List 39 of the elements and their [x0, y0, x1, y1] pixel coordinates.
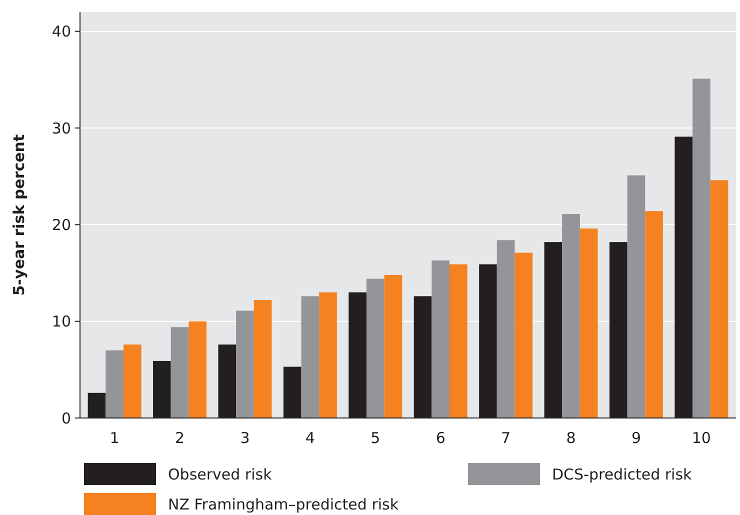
y-tick-label: 10: [52, 312, 71, 331]
x-tick-label: 2: [174, 429, 185, 447]
bar: [562, 214, 580, 418]
y-tick-label: 30: [52, 119, 71, 138]
bar: [301, 296, 320, 418]
bar: [384, 274, 402, 418]
y-tick-label: 20: [52, 216, 71, 234]
bar: [627, 175, 646, 418]
x-tick-label: 3: [240, 429, 250, 447]
x-tick-label: 1: [110, 429, 120, 447]
x-tick-label: 6: [436, 429, 446, 447]
x-tick-label: 9: [631, 429, 642, 447]
y-axis-title: 5-year risk percent: [10, 134, 28, 296]
x-tick-label: 4: [305, 429, 315, 447]
bar: [254, 300, 272, 418]
bar: [450, 264, 468, 418]
bar: [106, 350, 124, 418]
y-tick-label: 40: [52, 22, 71, 41]
x-tick-label: 7: [501, 429, 511, 447]
bar: [123, 344, 142, 418]
bar: [170, 327, 189, 418]
legend-label: Observed risk: [168, 465, 272, 484]
bar: [580, 228, 598, 418]
bar: [319, 292, 337, 418]
x-tick-label: 10: [692, 429, 711, 447]
bar: [710, 180, 728, 418]
bar: [496, 240, 515, 418]
bar: [366, 278, 384, 418]
bar: [692, 78, 710, 418]
legend-label: DCS-predicted risk: [552, 465, 692, 484]
x-tick-label: 5: [370, 429, 380, 447]
bar: [188, 321, 207, 418]
bar: [514, 252, 533, 418]
legend-label: NZ Framingham–predicted risk: [168, 495, 399, 514]
y-tick-label: 0: [61, 409, 71, 428]
bar: [432, 260, 450, 418]
bar: [645, 211, 663, 418]
bar: [236, 310, 254, 418]
x-tick-label: 8: [566, 429, 576, 447]
